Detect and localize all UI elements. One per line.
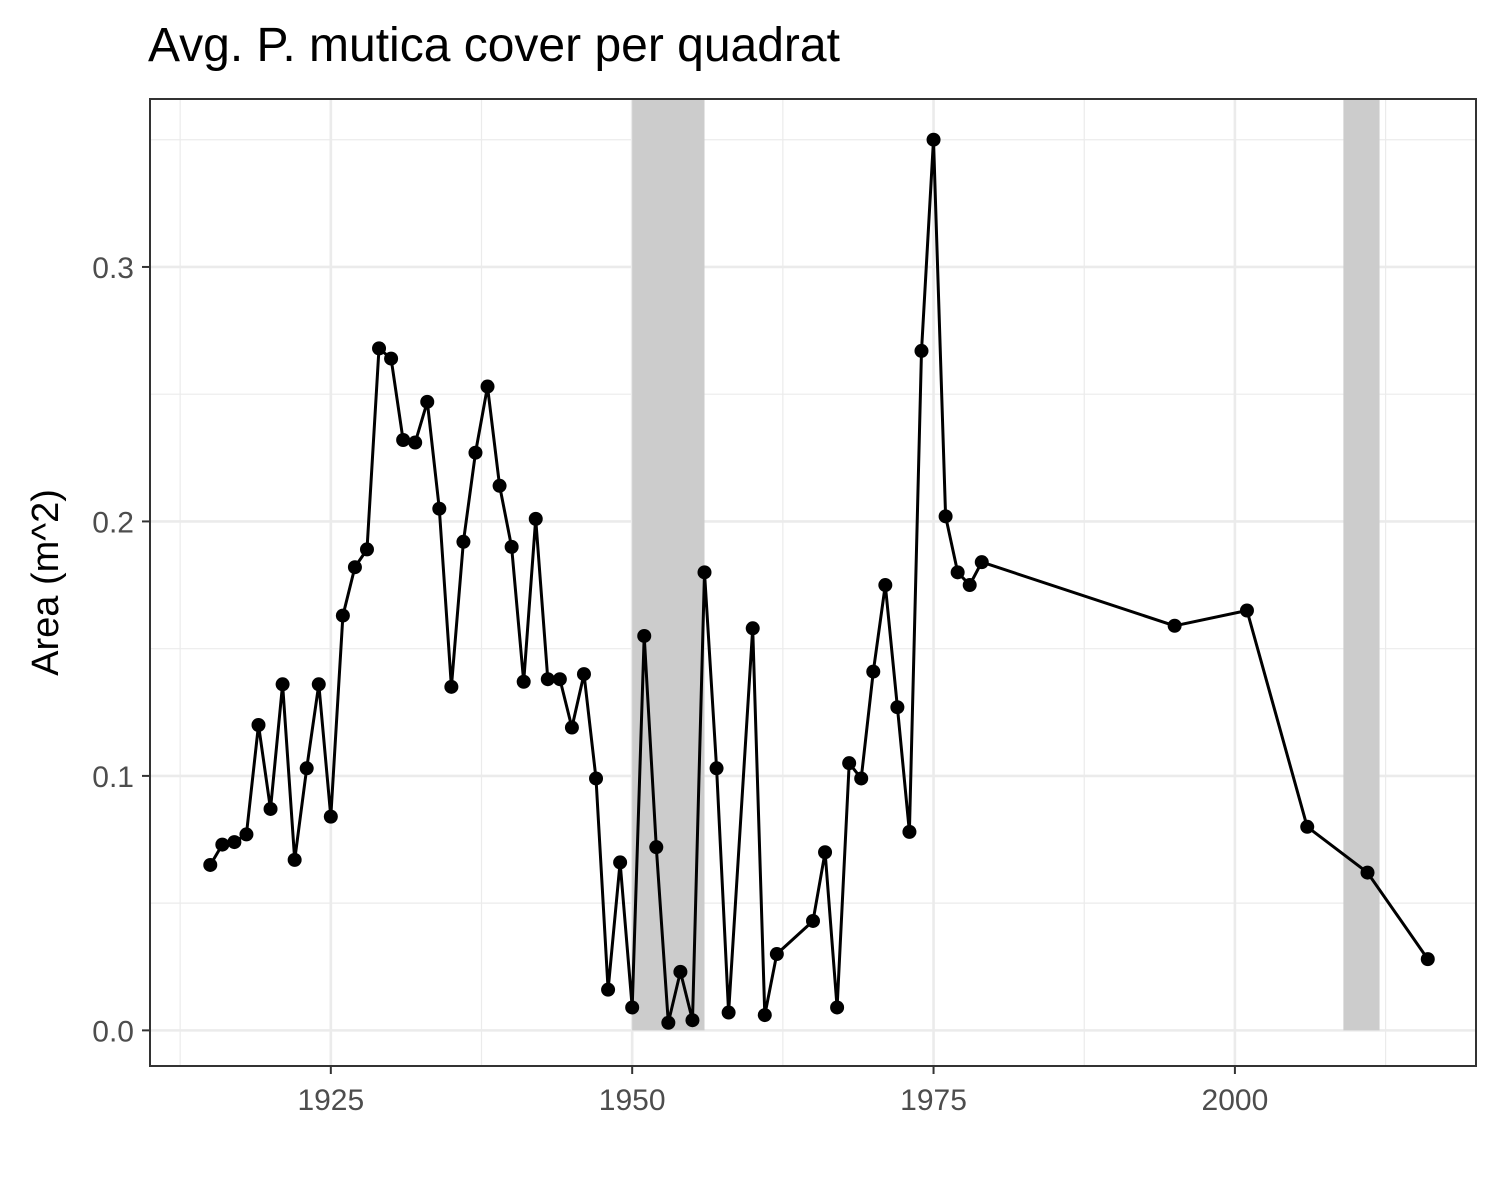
data-point [251, 718, 266, 733]
data-point [757, 1008, 772, 1023]
data-point [275, 677, 290, 692]
data-point [661, 1015, 676, 1030]
data-point [540, 672, 555, 687]
x-axis-ticks: 1925 1950 1975 2000 [297, 1066, 1268, 1117]
minor-gridlines [150, 99, 1476, 1066]
data-point [685, 1013, 700, 1028]
data-point [215, 837, 230, 852]
data-point [347, 560, 362, 575]
y-axis-title: Area (m^2) [25, 489, 67, 676]
shaded-period [632, 99, 705, 1031]
data-point [372, 341, 387, 356]
data-point [1360, 865, 1375, 880]
shaded-period [1343, 99, 1380, 1031]
data-point [878, 578, 893, 593]
shaded-periods [632, 99, 1380, 1031]
data-point [1239, 603, 1254, 618]
data-point [528, 511, 543, 526]
y-tick-label: 0.0 [92, 1015, 134, 1048]
y-tick-label: 0.2 [92, 506, 134, 539]
data-point [1420, 952, 1435, 967]
data-point [697, 565, 712, 580]
x-tick-label: 1950 [599, 1084, 666, 1117]
data-point [359, 542, 374, 557]
data-point [649, 840, 664, 855]
data-point [492, 478, 507, 493]
data-point [601, 982, 616, 997]
data-point [456, 534, 471, 549]
data-point [914, 343, 929, 358]
x-tick-label: 1975 [900, 1084, 967, 1117]
data-point [311, 677, 326, 692]
data-point [673, 964, 688, 979]
y-tick-label: 0.1 [92, 761, 134, 794]
data-point [227, 835, 242, 850]
data-point [432, 501, 447, 516]
data-point [709, 761, 724, 776]
data-point [396, 432, 411, 447]
data-point [589, 771, 604, 786]
data-point [866, 664, 881, 679]
data-point [830, 1000, 845, 1015]
data-point [420, 394, 435, 409]
data-point [1167, 618, 1182, 633]
data-point [1300, 819, 1315, 834]
data-point [938, 509, 953, 524]
data-point [902, 824, 917, 839]
series-line [209, 138, 1430, 1025]
chart-title: Avg. P. mutica cover per quadrat [148, 19, 840, 72]
data-point [721, 1005, 736, 1020]
y-axis-ticks: 0.0 0.1 0.2 0.3 [92, 252, 150, 1048]
data-point [323, 809, 338, 824]
data-point [239, 827, 254, 842]
data-point [926, 132, 941, 147]
data-point [480, 379, 495, 394]
data-point [335, 608, 350, 623]
data-point [516, 674, 531, 689]
data-point [504, 539, 519, 554]
data-point [890, 700, 905, 715]
x-tick-label: 2000 [1202, 1084, 1269, 1117]
y-tick-label: 0.3 [92, 252, 134, 285]
data-point [854, 771, 869, 786]
data-point [974, 555, 989, 570]
data-point [818, 845, 833, 860]
data-point [384, 351, 399, 366]
data-point [444, 679, 459, 694]
data-point [842, 756, 857, 771]
x-tick-label: 1925 [297, 1084, 364, 1117]
data-point [806, 913, 820, 928]
data-point [287, 852, 302, 867]
data-point [468, 445, 483, 460]
data-point [962, 578, 977, 593]
data-point [576, 667, 591, 682]
data-point [950, 565, 965, 580]
data-point [299, 761, 314, 776]
data-point [745, 621, 760, 636]
data-point [408, 435, 423, 450]
data-point [564, 720, 579, 735]
data-point [552, 672, 567, 687]
data-point [263, 801, 278, 816]
data-point [203, 857, 218, 872]
data-point [637, 628, 652, 643]
data-point [625, 1000, 640, 1015]
data-points [203, 132, 1435, 1030]
series-line-group [209, 138, 1430, 1025]
panel-border [149, 98, 1477, 1067]
data-point [613, 855, 628, 870]
data-point [769, 947, 784, 962]
